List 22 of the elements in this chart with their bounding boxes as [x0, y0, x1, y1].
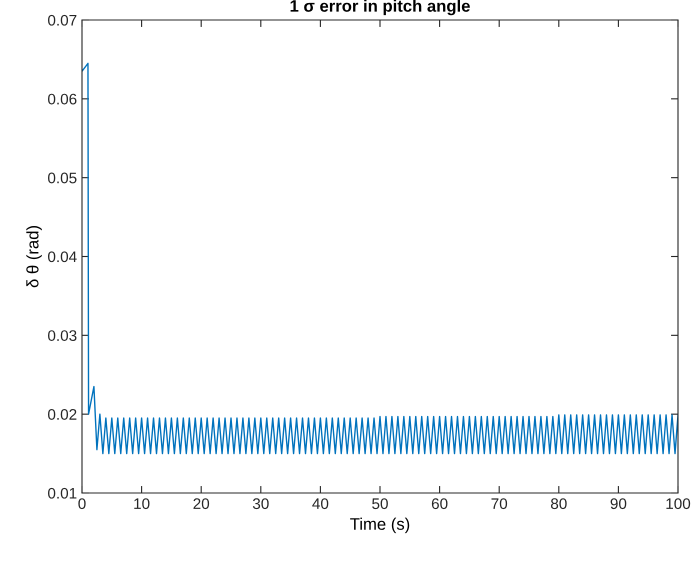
y-tick-label: 0.02 [48, 409, 76, 420]
x-tick-label: 10 [134, 498, 150, 510]
x-tick-label: 100 [666, 498, 690, 510]
x-tick-label: 50 [372, 498, 388, 510]
y-tick-label: 0.01 [48, 488, 76, 499]
x-axis-title: Time (s) [350, 518, 410, 534]
y-axis-title: δ θ (rad) [26, 226, 42, 288]
x-tick-label: 90 [610, 498, 626, 510]
x-tick-label: 20 [193, 498, 210, 510]
y-tick-label: 0.04 [48, 251, 77, 262]
x-tick-label: 0 [78, 498, 86, 510]
x-tick-label: 40 [312, 498, 328, 510]
x-tick-label: 30 [252, 498, 269, 510]
y-tick-label: 0.03 [48, 330, 76, 342]
line-series [82, 62, 678, 454]
x-tick-label: 70 [491, 498, 508, 510]
x-tick-label: 60 [432, 498, 448, 510]
y-tick-label: 0.05 [48, 172, 76, 184]
y-tick-label: 0.06 [48, 94, 76, 105]
y-tick-label: 0.07 [48, 14, 76, 26]
x-tick-label: 80 [550, 498, 567, 510]
chart-title: 1 σ error in pitch angle [290, 0, 470, 16]
